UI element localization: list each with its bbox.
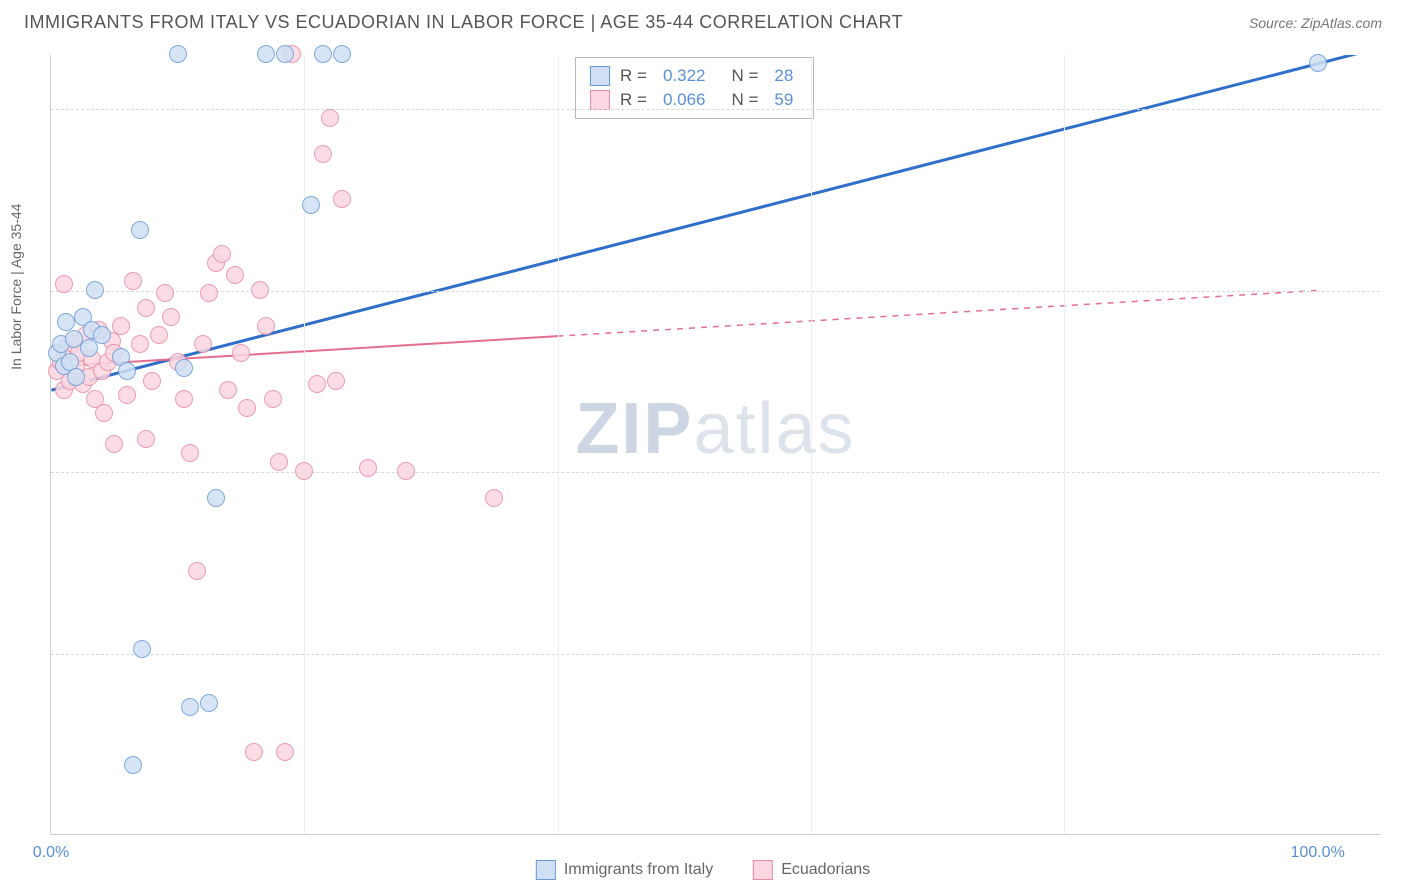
scatter-point (226, 266, 244, 284)
scatter-point (232, 344, 250, 362)
n-value: 28 (774, 66, 793, 86)
scatter-point (124, 756, 142, 774)
scatter-point (143, 372, 161, 390)
scatter-point (333, 190, 351, 208)
scatter-point (238, 399, 256, 417)
scatter-point (397, 462, 415, 480)
trend-line-dashed (557, 291, 1316, 337)
scatter-point (137, 299, 155, 317)
scatter-point (219, 381, 237, 399)
scatter-point (245, 743, 263, 761)
source-name: ZipAtlas.com (1301, 15, 1382, 31)
chart-title: IMMIGRANTS FROM ITALY VS ECUADORIAN IN L… (24, 12, 903, 33)
source-label: Source: (1249, 15, 1297, 31)
yaxis-title: In Labor Force | Age 35-44 (8, 203, 24, 369)
r-value: 0.322 (663, 66, 706, 86)
scatter-point (124, 272, 142, 290)
legend-swatch (590, 90, 610, 110)
scatter-point (137, 430, 155, 448)
chart-plot-area: In Labor Force | Age 35-44 ZIPatlas R =0… (50, 55, 1380, 835)
scatter-point (150, 326, 168, 344)
legend-item: Immigrants from Italy (536, 860, 713, 880)
source-attribution: Source: ZipAtlas.com (1249, 15, 1382, 31)
scatter-point (118, 386, 136, 404)
scatter-point (181, 698, 199, 716)
scatter-point (86, 281, 104, 299)
scatter-point (327, 372, 345, 390)
r-label: R = (620, 66, 647, 86)
scatter-point (295, 462, 313, 480)
scatter-point (112, 317, 130, 335)
scatter-point (314, 45, 332, 63)
gridline-horizontal (51, 654, 1380, 655)
gridline-vertical (558, 55, 559, 834)
gridline-vertical (1064, 55, 1065, 834)
watermark-bold: ZIP (575, 389, 693, 469)
scatter-point (321, 109, 339, 127)
scatter-point (156, 284, 174, 302)
scatter-point (251, 281, 269, 299)
legend-swatch (536, 860, 556, 880)
legend-label: Ecuadorians (781, 861, 870, 879)
scatter-point (302, 196, 320, 214)
scatter-point (213, 245, 231, 263)
scatter-point (118, 362, 136, 380)
gridline-horizontal (51, 472, 1380, 473)
correlation-row: R = 0.322 N = 28 (590, 64, 799, 88)
scatter-point (359, 459, 377, 477)
scatter-point (175, 359, 193, 377)
scatter-point (162, 308, 180, 326)
gridline-horizontal (51, 109, 1380, 110)
scatter-point (276, 743, 294, 761)
legend-item: Ecuadorians (753, 860, 870, 880)
scatter-point (57, 313, 75, 331)
r-value: 0.066 (663, 90, 706, 110)
n-label: N = (731, 66, 758, 86)
scatter-point (200, 694, 218, 712)
scatter-point (314, 145, 332, 163)
scatter-point (485, 489, 503, 507)
n-value: 59 (774, 90, 793, 110)
legend-swatch (753, 860, 773, 880)
scatter-point (169, 45, 187, 63)
scatter-point (333, 45, 351, 63)
scatter-point (55, 275, 73, 293)
scatter-point (181, 444, 199, 462)
legend-swatch (590, 66, 610, 86)
r-label: R = (620, 90, 647, 110)
scatter-point (200, 284, 218, 302)
scatter-point (175, 390, 193, 408)
scatter-point (105, 435, 123, 453)
scatter-point (188, 562, 206, 580)
xtick-label: 0.0% (33, 844, 69, 862)
scatter-point (95, 404, 113, 422)
scatter-point (207, 489, 225, 507)
scatter-point (257, 45, 275, 63)
correlation-row: R = 0.066 N = 59 (590, 88, 799, 112)
scatter-point (270, 453, 288, 471)
scatter-point (194, 335, 212, 353)
n-label: N = (731, 90, 758, 110)
scatter-point (276, 45, 294, 63)
scatter-point (264, 390, 282, 408)
watermark: ZIPatlas (575, 388, 855, 470)
gridline-vertical (811, 55, 812, 834)
watermark-light: atlas (693, 389, 855, 469)
scatter-point (131, 221, 149, 239)
scatter-point (67, 368, 85, 386)
scatter-point (257, 317, 275, 335)
trend-lines-svg (51, 55, 1380, 834)
xtick-label: 100.0% (1291, 844, 1345, 862)
scatter-point (308, 375, 326, 393)
series-legend: Immigrants from Italy Ecuadorians (536, 860, 870, 880)
scatter-point (131, 335, 149, 353)
legend-label: Immigrants from Italy (564, 861, 713, 879)
scatter-point (93, 326, 111, 344)
gridline-vertical (304, 55, 305, 834)
scatter-point (1309, 54, 1327, 72)
scatter-point (133, 640, 151, 658)
